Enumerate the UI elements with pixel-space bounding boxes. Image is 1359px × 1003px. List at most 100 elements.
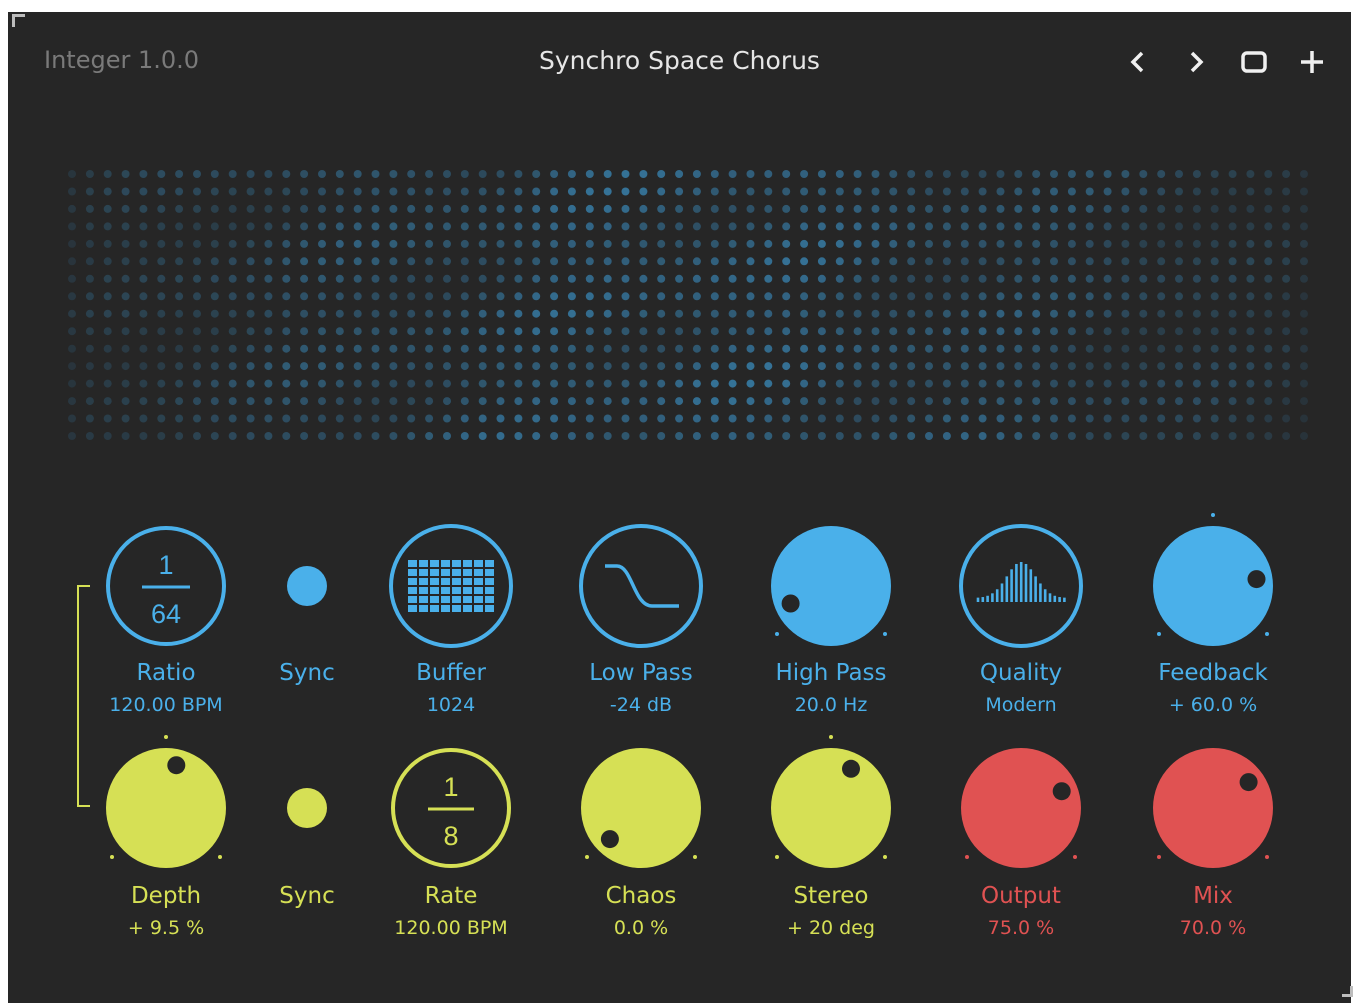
visualizer-dot [425,239,434,248]
visualizer-dot [68,327,76,336]
buffer-knob[interactable] [389,524,513,648]
visualizer-dot [85,170,94,178]
rate-knob[interactable]: 1 8 [391,748,511,868]
add-preset-button[interactable] [1294,44,1330,80]
sync-toggle-bottom[interactable] [287,788,327,828]
visualizer-dot [550,187,559,196]
visualizer-dot [996,204,1005,213]
visualizer-dot [871,309,880,318]
quality-knob[interactable] [959,524,1083,648]
visualizer-dot [1175,309,1183,318]
visualizer-dot [889,362,898,371]
visualizer-dot [657,187,666,196]
visualizer-dot [675,379,684,388]
visualizer-dot [1300,170,1308,178]
visualizer-dot [1050,414,1058,423]
visualizer-dot [1139,414,1148,423]
visualizer-dot [264,292,273,301]
knob-indicator [1247,570,1266,589]
visualizer-dot [85,397,94,406]
visualizer-dot [978,344,987,353]
visualizer-dot [1103,362,1112,371]
visualizer-dot [532,397,541,406]
visualizer-dot [1067,274,1076,283]
window-button[interactable] [1236,44,1272,80]
visualizer-dot [817,292,826,301]
visualizer-dot [460,309,469,318]
visualizer-dot [871,204,880,213]
visualizer-dot [460,204,469,213]
stereo-knob[interactable] [771,735,891,868]
grid-cell [463,569,472,576]
visualizer-dot [1228,309,1237,318]
visualizer-dot [800,292,809,301]
visualizer-dot [728,239,737,248]
visualizer-dot [1300,204,1308,213]
visualizer-dot [121,362,130,371]
sync-toggle-top[interactable] [287,566,327,606]
output-knob[interactable] [961,748,1081,868]
visualizer-dot [853,257,862,266]
visualizer-dot [567,222,576,231]
high-pass-value: 20.0 Hz [794,694,868,716]
visualizer-dot [1228,362,1237,371]
high-pass-knob[interactable] [771,526,891,646]
resize-corner-bottom-right[interactable] [1342,986,1353,997]
visualizer-dot [1139,362,1148,371]
visualizer-dot [1264,257,1273,266]
visualizer-dot [550,292,559,301]
prev-preset-button[interactable] [1120,44,1156,80]
visualizer-dot [1300,274,1308,283]
visualizer-dot [175,379,184,388]
visualizer-dot [121,414,130,423]
mix-knob[interactable] [1153,748,1273,868]
ratio-knob[interactable]: 1 64 [106,526,226,646]
visualizer-dot [371,204,380,213]
visualizer-dot [871,414,880,423]
visualizer-dot [639,362,648,371]
visualizer-dot [746,344,755,353]
chaos-knob[interactable] [581,748,701,868]
visualizer-dot [1067,222,1076,231]
visualizer-dot [835,257,844,266]
visualizer-dot [710,292,719,301]
low-pass-knob[interactable] [579,524,703,648]
visualizer-dot [175,327,184,336]
visualizer-dot [1228,204,1237,213]
grid-cell [430,569,439,576]
visualizer-dot [1192,187,1201,196]
visualizer-dot [335,327,344,336]
visualizer-dot [193,274,201,283]
visualizer-dot [264,309,273,318]
grid-cell [441,587,450,594]
visualizer-dot [942,432,951,440]
visualizer-dot [1032,170,1041,178]
grid-cell [408,578,417,585]
visualizer-dot [585,239,594,248]
depth-knob[interactable] [106,735,226,868]
visualizer-dot [139,222,148,231]
resize-corner-top-left[interactable] [12,14,25,27]
visualizer-dot [817,362,826,371]
visualizer-dot [889,414,898,423]
visualizer-dot [389,204,398,213]
visualizer-dot [675,309,684,318]
visualizer-dot [353,327,362,336]
visualizer-dot [907,222,916,231]
visualizer-dot [907,170,916,178]
feedback-knob[interactable] [1153,513,1273,646]
visualizer-dot [960,204,969,213]
visualizer-dot [853,187,862,196]
visualizer-dot [782,222,791,231]
visualizer-dot [103,170,112,178]
visualizer-dot [246,170,255,178]
visualizer-dot [139,257,148,266]
visualizer-dot [1050,204,1058,213]
visualizer-dot [710,309,719,318]
visualizer-dot [103,414,112,423]
chaos-value: 0.0 % [613,917,669,939]
visualizer-dot [960,292,969,301]
visualizer-dot [318,239,326,248]
visualizer-dot [692,414,701,423]
next-preset-button[interactable] [1178,44,1214,80]
